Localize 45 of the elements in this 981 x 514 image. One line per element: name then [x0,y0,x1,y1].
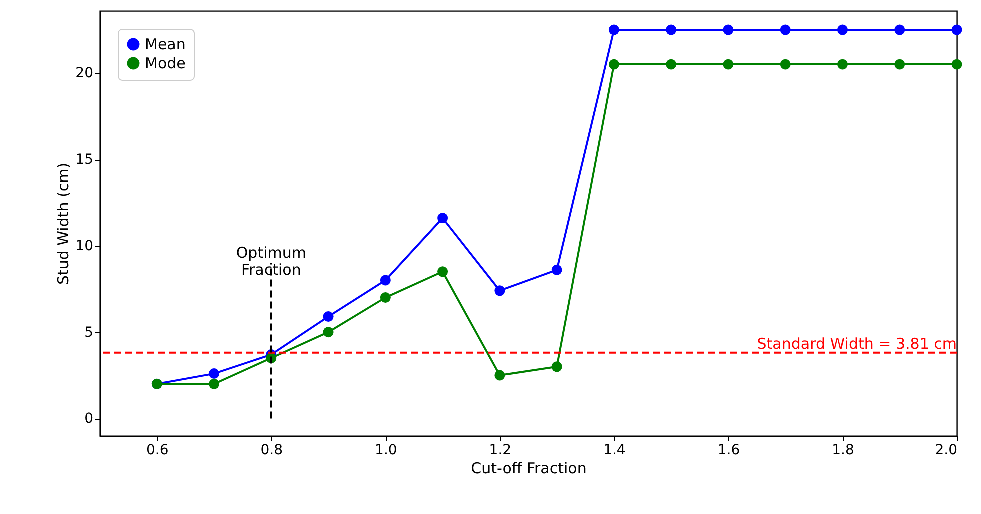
point [552,362,562,372]
y-tick-label: 0 [84,411,94,428]
point [438,213,448,224]
point [380,275,391,286]
point [837,24,848,36]
point [209,368,220,380]
x-tick-label: 1.8 [832,442,854,458]
point [438,266,448,278]
point [552,264,562,276]
y-axis-title: Stud Width (cm) [54,162,73,286]
point [666,24,677,36]
annotation: Optimum Fraction [236,244,306,280]
x-tick-label: 2.0 [935,442,958,458]
x-tick-label: 1.4 [604,442,626,458]
point [209,378,220,390]
x-tick-label: 1.6 [718,442,740,458]
point [894,24,906,36]
point [780,24,791,36]
point [894,59,906,70]
point [323,312,334,322]
y-tick-label: 5 [84,324,94,341]
x-tick-label: 0.6 [146,442,169,458]
point [323,327,334,338]
point [780,59,791,70]
point [380,292,391,304]
x-tick-label: 1.0 [375,442,398,458]
point [952,59,962,70]
y-tick-label: 15 [76,152,94,168]
x-tick-label: 0.8 [260,442,284,458]
ref-line-label: Standard Width = 3.81 cm [757,334,957,353]
legend-label: Mean [145,36,186,54]
point [608,59,620,70]
legend-label: Mode [145,54,186,72]
point [494,370,506,381]
point [608,24,620,36]
y-tick-label: 20 [76,66,94,82]
point [723,59,734,70]
point [837,59,848,70]
point [494,286,506,296]
point [666,59,677,70]
x-axis-title: Cut-off Fraction [471,460,587,478]
y-tick-label: 10 [76,238,94,254]
point [952,24,962,36]
point [723,24,734,36]
x-tick-label: 1.2 [489,442,512,458]
